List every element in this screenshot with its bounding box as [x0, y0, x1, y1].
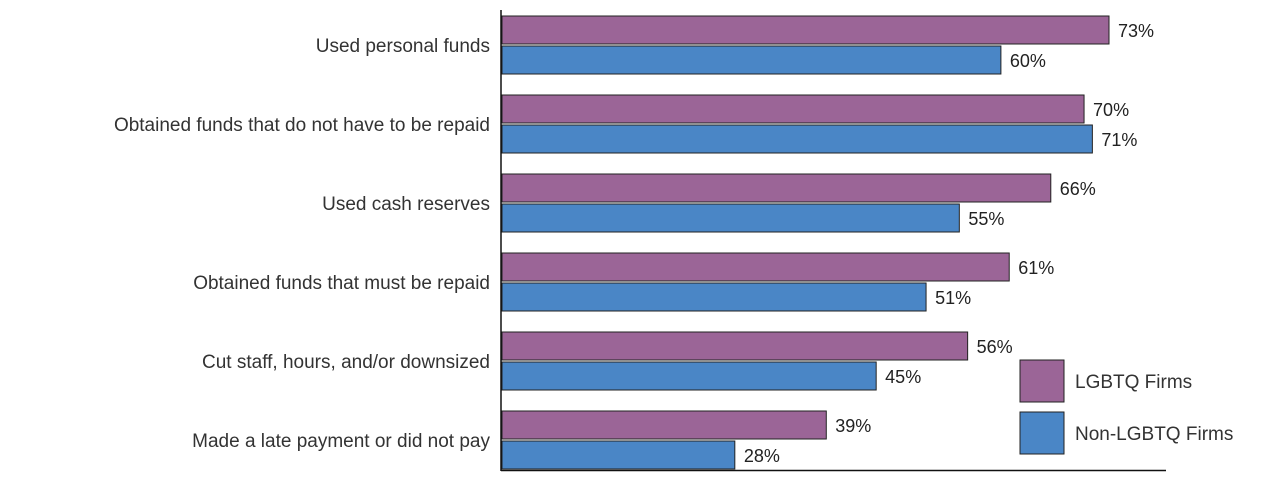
- legend-swatch-non-lgbtq: [1019, 411, 1065, 455]
- value-label-non-lgbtq-0: 60%: [1010, 51, 1046, 71]
- category-label-4: Cut staff, hours, and/or downsized: [202, 352, 490, 373]
- legend-label-non-lgbtq: Non-LGBTQ Firms: [1075, 424, 1233, 445]
- bar-lgbtq-0: [501, 15, 1110, 45]
- category-label-3: Obtained funds that must be repaid: [193, 273, 490, 294]
- value-labels: 73% 60% 70% 71% 66% 55% 61% 51% 56% 45% 39% 28%: [744, 21, 1154, 466]
- bar-lgbtq-1: [501, 94, 1085, 124]
- bar-lgbtq-2: [501, 173, 1052, 203]
- bar-non-lgbtq-5: [501, 440, 736, 470]
- legend-swatch-lgbtq: [1019, 359, 1065, 403]
- value-label-lgbtq-1: 70%: [1093, 100, 1129, 120]
- legend: LGBTQ Firms Non-LGBTQ Firms: [1019, 359, 1233, 455]
- bar-non-lgbtq-4: [501, 361, 877, 391]
- category-labels: Used personal funds Obtained funds that d…: [114, 36, 491, 452]
- bar-lgbtq-3: [501, 252, 1010, 282]
- legend-label-lgbtq: LGBTQ Firms: [1075, 372, 1192, 393]
- value-label-non-lgbtq-4: 45%: [885, 367, 921, 387]
- value-label-non-lgbtq-5: 28%: [744, 446, 780, 466]
- bar-non-lgbtq-1: [501, 124, 1093, 154]
- bar-lgbtq-4: [501, 331, 969, 361]
- bar-lgbtq-5: [501, 410, 827, 440]
- category-label-1: Obtained funds that do not have to be re…: [114, 115, 490, 136]
- value-label-non-lgbtq-2: 55%: [968, 209, 1004, 229]
- value-label-lgbtq-3: 61%: [1018, 258, 1054, 278]
- bar-non-lgbtq-3: [501, 282, 927, 312]
- category-label-2: Used cash reserves: [322, 194, 490, 215]
- value-label-non-lgbtq-3: 51%: [935, 288, 971, 308]
- value-label-lgbtq-0: 73%: [1118, 21, 1154, 41]
- value-label-lgbtq-2: 66%: [1060, 179, 1096, 199]
- category-label-0: Used personal funds: [316, 36, 490, 57]
- bar-non-lgbtq-2: [501, 203, 960, 233]
- bar-non-lgbtq-0: [501, 45, 1002, 75]
- value-label-non-lgbtq-1: 71%: [1101, 130, 1137, 150]
- bars-layer: [501, 15, 1110, 470]
- value-label-lgbtq-4: 56%: [977, 337, 1013, 357]
- category-label-5: Made a late payment or did not pay: [192, 431, 490, 452]
- value-label-lgbtq-5: 39%: [835, 416, 871, 436]
